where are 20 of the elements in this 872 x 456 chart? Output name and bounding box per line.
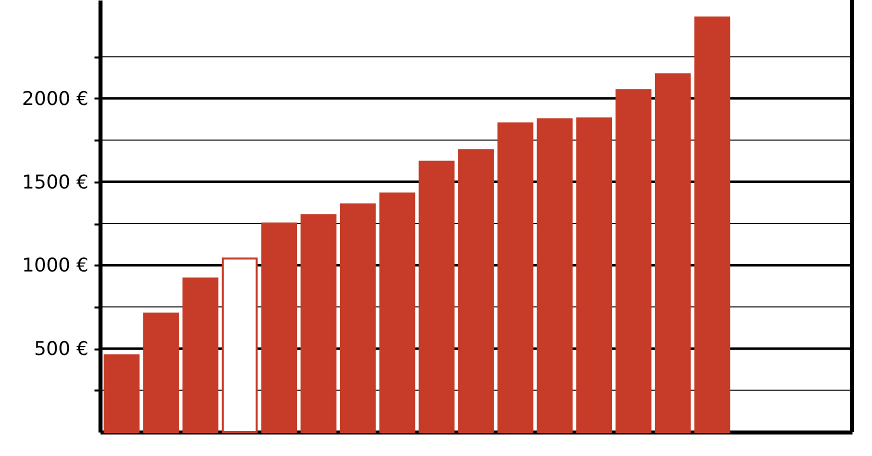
bar [418, 160, 455, 433]
y-tick-label: 1000 € [22, 254, 88, 277]
y-tick-label: 1500 € [22, 171, 88, 194]
bar [497, 122, 534, 433]
y-tick-label: 2000 € [22, 88, 88, 110]
bar [182, 278, 218, 433]
bar [300, 214, 336, 433]
bar [458, 149, 494, 433]
bar [379, 192, 416, 433]
y-tick-label: 500 € [34, 338, 88, 360]
bar [261, 222, 298, 433]
bar [576, 117, 612, 433]
bar [616, 89, 652, 433]
bar [143, 312, 179, 433]
bar [536, 118, 573, 433]
bar [104, 354, 140, 433]
bar [222, 258, 258, 433]
bar [654, 73, 691, 433]
bar [694, 16, 730, 433]
bar [340, 203, 376, 433]
